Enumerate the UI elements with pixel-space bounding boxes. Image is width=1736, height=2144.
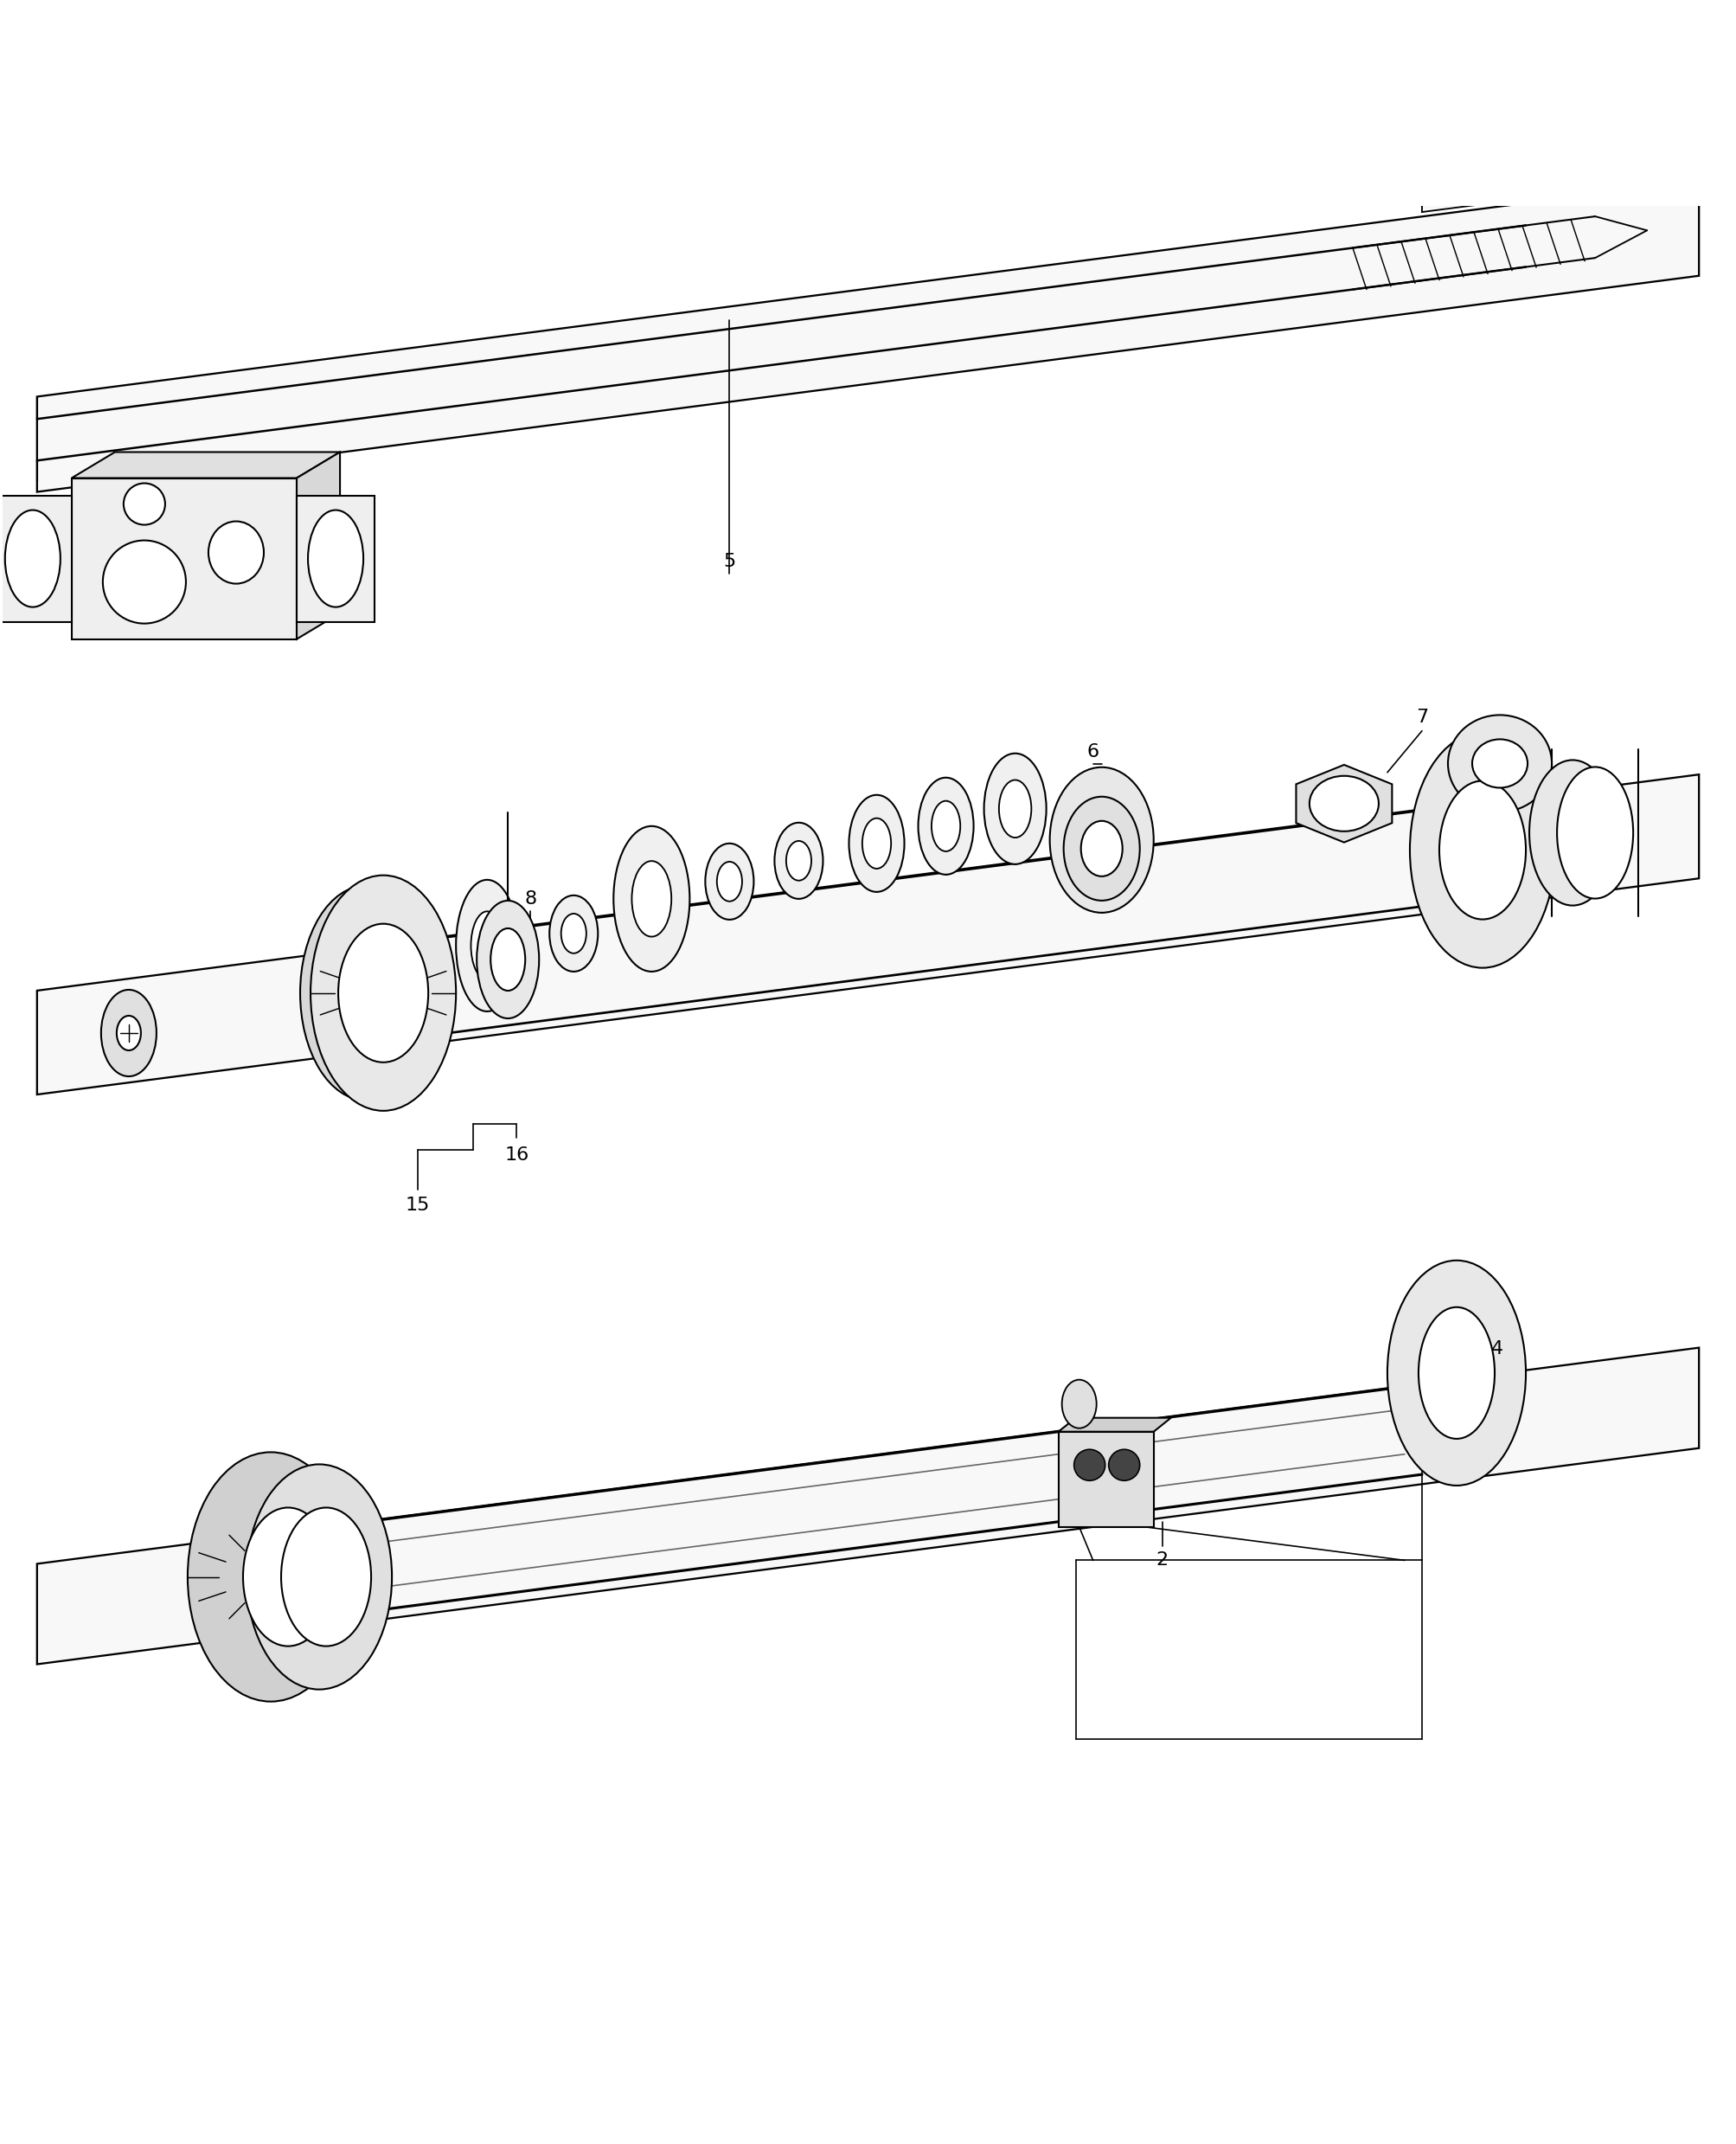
Ellipse shape [1309, 776, 1378, 832]
Ellipse shape [1529, 759, 1616, 905]
Ellipse shape [632, 862, 672, 937]
Ellipse shape [1557, 768, 1634, 898]
Polygon shape [297, 452, 340, 639]
Ellipse shape [470, 911, 503, 980]
Ellipse shape [339, 924, 429, 1061]
Ellipse shape [457, 879, 519, 1012]
Ellipse shape [1418, 1308, 1495, 1439]
Ellipse shape [243, 1507, 333, 1647]
Ellipse shape [307, 510, 363, 607]
Polygon shape [36, 180, 1700, 491]
Ellipse shape [281, 1507, 372, 1647]
Polygon shape [71, 452, 340, 478]
Ellipse shape [1109, 1449, 1141, 1482]
Text: 5: 5 [724, 553, 736, 570]
Ellipse shape [1439, 780, 1526, 920]
Ellipse shape [311, 875, 457, 1111]
Ellipse shape [1082, 821, 1123, 877]
Ellipse shape [247, 1464, 392, 1689]
Ellipse shape [1050, 768, 1154, 913]
Ellipse shape [998, 780, 1031, 838]
Ellipse shape [786, 840, 811, 881]
Polygon shape [1422, 109, 1700, 212]
Ellipse shape [1064, 798, 1141, 900]
Ellipse shape [984, 753, 1047, 864]
Ellipse shape [918, 778, 974, 875]
Ellipse shape [300, 885, 432, 1100]
Ellipse shape [123, 482, 165, 525]
Polygon shape [36, 774, 1700, 1093]
Ellipse shape [1062, 1381, 1097, 1428]
Polygon shape [1297, 765, 1392, 843]
Ellipse shape [187, 1451, 354, 1702]
Ellipse shape [1448, 714, 1552, 813]
Polygon shape [297, 495, 375, 622]
Text: 2: 2 [1156, 1552, 1168, 1569]
Text: 4: 4 [1491, 1340, 1503, 1357]
Text: 16: 16 [505, 1147, 529, 1164]
Text: 7: 7 [1417, 708, 1429, 725]
Ellipse shape [774, 823, 823, 898]
Polygon shape [1059, 1417, 1172, 1432]
Polygon shape [36, 1349, 1700, 1664]
Text: 8: 8 [524, 890, 536, 907]
Ellipse shape [613, 825, 689, 971]
Polygon shape [1059, 1432, 1154, 1527]
Polygon shape [71, 478, 297, 639]
Ellipse shape [849, 795, 904, 892]
Ellipse shape [491, 928, 526, 991]
Ellipse shape [5, 510, 61, 607]
Ellipse shape [1387, 1261, 1526, 1486]
Ellipse shape [1472, 740, 1528, 787]
Ellipse shape [550, 896, 597, 971]
Ellipse shape [863, 819, 891, 868]
Ellipse shape [208, 521, 264, 583]
Ellipse shape [717, 862, 741, 900]
Text: 15: 15 [406, 1196, 431, 1214]
Ellipse shape [101, 991, 156, 1076]
Ellipse shape [1075, 1449, 1106, 1482]
Ellipse shape [561, 913, 587, 954]
Ellipse shape [477, 900, 540, 1018]
Ellipse shape [116, 1016, 141, 1051]
Ellipse shape [102, 540, 186, 624]
Text: 6: 6 [1087, 744, 1099, 761]
Ellipse shape [932, 802, 960, 851]
Ellipse shape [1410, 733, 1555, 967]
Ellipse shape [705, 843, 753, 920]
Polygon shape [0, 495, 71, 622]
